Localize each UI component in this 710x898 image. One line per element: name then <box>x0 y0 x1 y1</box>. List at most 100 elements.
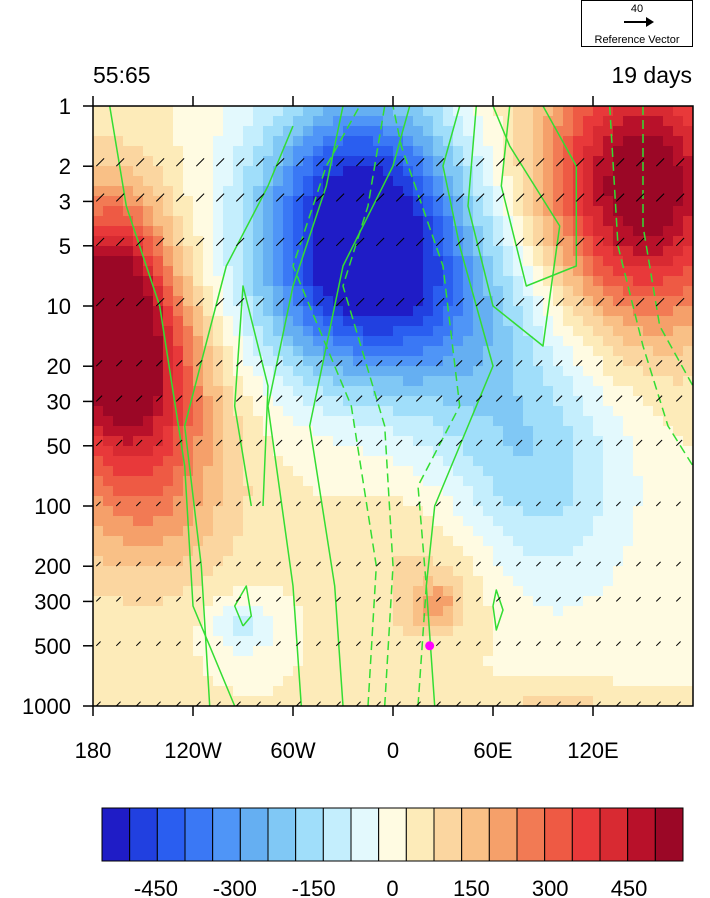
field-cell <box>313 666 324 677</box>
wind-vector <box>675 297 685 307</box>
wind-vector <box>315 501 321 507</box>
field-cell <box>203 626 214 637</box>
field-cell <box>233 636 244 647</box>
field-cell <box>333 156 344 167</box>
field-cell <box>513 666 524 677</box>
field-cell <box>443 256 454 267</box>
y-tick-label: 2 <box>59 154 71 179</box>
field-cell <box>373 696 384 706</box>
field-cell <box>523 596 534 607</box>
wind-vector <box>535 596 541 602</box>
field-cell <box>263 136 274 147</box>
field-cell <box>563 686 574 697</box>
field-cell <box>133 126 144 137</box>
field-cell <box>383 626 394 637</box>
field-cell <box>663 396 674 407</box>
field-cell <box>203 646 214 657</box>
field-cell <box>433 186 444 197</box>
field-cell <box>623 466 634 477</box>
field-cell <box>193 446 204 457</box>
field-cell <box>143 286 154 297</box>
field-cell <box>233 186 244 197</box>
field-cell <box>643 616 654 627</box>
wind-vector <box>435 439 443 447</box>
field-cell <box>583 186 594 197</box>
field-cell <box>683 686 693 697</box>
field-cell <box>233 136 244 147</box>
field-cell <box>663 536 674 547</box>
field-cell <box>533 406 544 417</box>
field-cell <box>573 416 584 427</box>
field-cell <box>233 306 244 317</box>
field-cell <box>213 446 224 457</box>
field-cell <box>213 406 224 417</box>
field-cell <box>673 576 684 587</box>
field-cell <box>363 556 374 567</box>
wind-vector <box>415 193 425 202</box>
field-cell <box>443 136 454 147</box>
wind-vector <box>615 501 621 507</box>
field-cell <box>623 306 634 317</box>
field-cell <box>343 446 354 457</box>
field-cell <box>643 486 654 497</box>
field-cell <box>563 446 574 457</box>
field-cell <box>463 626 474 637</box>
field-cell <box>113 516 124 527</box>
field-cell <box>553 106 564 117</box>
wind-vector <box>395 501 401 507</box>
field-cell <box>633 676 644 687</box>
field-cell <box>663 496 674 507</box>
field-cell <box>263 176 274 187</box>
field-cell <box>573 616 584 627</box>
field-cell <box>123 686 134 697</box>
wind-vector <box>535 360 543 367</box>
field-cell <box>633 396 644 407</box>
field-cell <box>463 586 474 597</box>
field-cell <box>153 506 164 517</box>
field-cell <box>623 656 634 667</box>
field-cell <box>393 596 404 607</box>
field-cell <box>193 476 204 487</box>
field-cell <box>393 256 404 267</box>
field-cell <box>103 246 114 257</box>
field-cell <box>533 516 544 527</box>
wind-vector <box>295 158 305 167</box>
field-cell <box>503 476 514 487</box>
field-cell <box>363 546 374 557</box>
field-cell <box>473 386 484 397</box>
field-cell <box>373 606 384 617</box>
wind-vector <box>635 596 641 602</box>
field-cell <box>333 116 344 127</box>
field-cell <box>523 156 534 167</box>
field-cell <box>543 556 554 567</box>
field-cell <box>333 526 344 537</box>
field-cell <box>313 236 324 247</box>
field-cell <box>553 246 564 257</box>
field-cell <box>353 416 364 427</box>
field-cell <box>173 156 184 167</box>
field-cell <box>433 126 444 137</box>
contour-line <box>500 106 578 287</box>
field-cell <box>593 266 604 277</box>
wind-vector <box>195 439 203 447</box>
field-cell <box>263 206 274 217</box>
field-cell <box>343 556 354 567</box>
field-cell <box>113 316 124 327</box>
field-cell <box>213 486 224 497</box>
field-cell <box>433 146 444 157</box>
field-cell <box>343 306 354 317</box>
field-cell <box>223 476 234 487</box>
field-cell <box>423 206 434 217</box>
wind-vector <box>616 106 618 107</box>
field-cell <box>153 566 164 577</box>
field-cell <box>143 466 154 477</box>
field-cell <box>643 596 654 607</box>
field-cell <box>173 146 184 157</box>
field-cell <box>533 436 544 447</box>
field-cell <box>453 496 464 507</box>
field-cell <box>493 546 504 557</box>
field-cell <box>563 236 574 247</box>
field-cell <box>623 156 634 167</box>
field-cell <box>493 396 504 407</box>
field-cell <box>93 606 104 617</box>
